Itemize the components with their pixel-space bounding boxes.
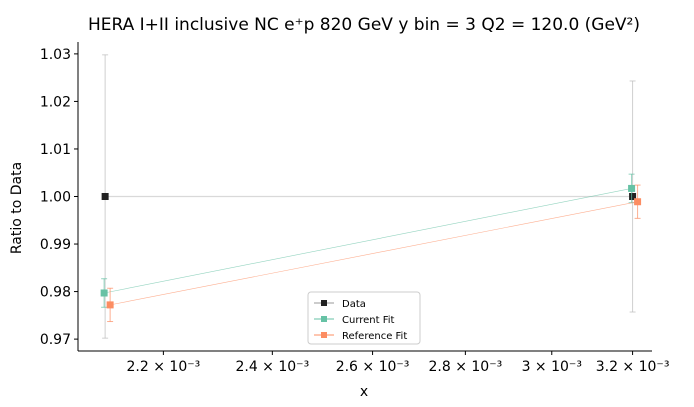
- plot-area: [77, 42, 652, 352]
- data-point: [634, 198, 642, 206]
- y-axis-label: Ratio to Data: [9, 162, 25, 254]
- x-tick-label: 2.2 × 10⁻³: [127, 359, 201, 375]
- data-point: [101, 193, 109, 200]
- series-reference-fit: [106, 184, 642, 323]
- y-tick-label: 1.02: [40, 94, 71, 110]
- chart-title: HERA I+II inclusive NC e⁺p 820 GeV y bin…: [88, 15, 640, 35]
- series-current-fit: [100, 173, 636, 308]
- y-tick-label: 0.98: [40, 285, 71, 301]
- legend-box: [307, 291, 421, 345]
- data-point: [628, 184, 636, 192]
- y-axis: 0.97 0.98 0.99 1.00 1.01 1.02 1.03: [40, 47, 78, 348]
- data-point: [100, 289, 108, 297]
- y-tick-label: 0.97: [40, 332, 71, 348]
- series-line: [110, 201, 638, 306]
- legend-label: Current Fit: [342, 315, 395, 326]
- x-tick-label: 3.2 × 10⁻³: [596, 359, 670, 375]
- legend: Data Current Fit Reference Fit: [307, 291, 421, 345]
- legend-marker: [321, 316, 327, 322]
- legend-item: Reference Fit: [314, 331, 407, 342]
- legend-item: Data: [314, 299, 366, 310]
- x-tick-label: 2.6 × 10⁻³: [336, 359, 410, 375]
- y-tick-label: 1.01: [40, 142, 71, 158]
- legend-item: Current Fit: [314, 315, 395, 326]
- legend-marker: [321, 300, 327, 306]
- data-point: [106, 301, 114, 309]
- x-tick-label: 3 × 10⁻³: [522, 359, 582, 375]
- y-tick-label: 1.03: [40, 47, 71, 63]
- y-tick-label: 0.99: [40, 237, 71, 253]
- legend-marker: [321, 332, 327, 338]
- legend-label: Data: [342, 299, 366, 310]
- legend-label: Reference Fit: [342, 331, 407, 342]
- y-tick-label: 1.00: [40, 190, 71, 206]
- x-tick-label: 2.8 × 10⁻³: [429, 359, 503, 375]
- series-line: [104, 188, 632, 294]
- x-axis-label: x: [360, 384, 368, 400]
- x-axis: 2.2 × 10⁻³ 2.4 × 10⁻³ 2.6 × 10⁻³ 2.8 × 10⁻³…: [127, 351, 670, 375]
- data-point: [629, 193, 637, 200]
- x-tick-label: 2.4 × 10⁻³: [235, 359, 309, 375]
